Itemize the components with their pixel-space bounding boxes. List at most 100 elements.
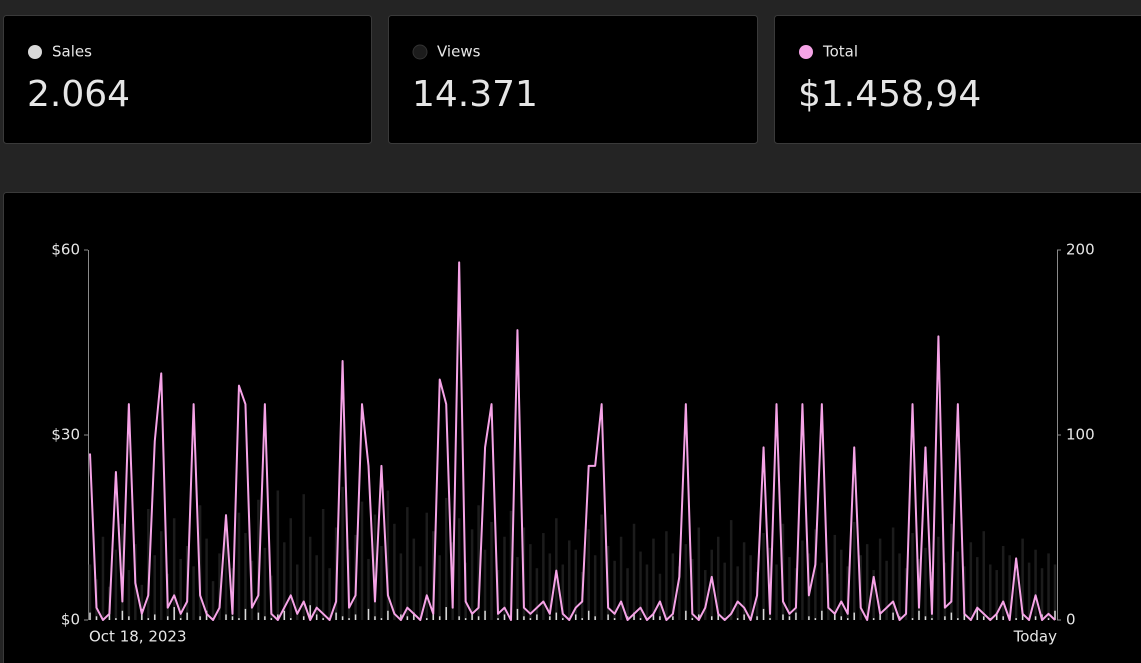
- bar: [937, 536, 940, 620]
- bar: [924, 616, 927, 620]
- bar: [658, 573, 662, 620]
- bar: [283, 610, 286, 620]
- bar: [315, 614, 318, 620]
- bar: [367, 558, 370, 620]
- bar: [957, 618, 959, 620]
- bar: [879, 614, 881, 620]
- bar: [710, 549, 713, 620]
- bar: [471, 612, 473, 620]
- y2-tick-label: 100: [1066, 426, 1095, 444]
- bar: [244, 608, 247, 620]
- bar: [529, 544, 532, 620]
- bar: [380, 618, 383, 620]
- bar: [322, 618, 324, 620]
- bar: [891, 527, 895, 620]
- bar: [1027, 562, 1031, 620]
- bar: [159, 531, 163, 620]
- bar: [257, 499, 260, 620]
- legend-label: Sales: [52, 43, 92, 61]
- bar: [1014, 573, 1018, 620]
- bar: [956, 551, 960, 620]
- bar: [380, 546, 383, 620]
- bar: [983, 616, 985, 620]
- bar: [179, 618, 182, 620]
- bar: [1002, 616, 1004, 620]
- bar: [613, 560, 616, 620]
- bar: [484, 610, 486, 620]
- bar: [788, 557, 791, 620]
- bar: [697, 527, 701, 620]
- bar: [749, 555, 752, 620]
- bar: [549, 616, 551, 620]
- bar: [529, 618, 532, 620]
- bar: [464, 618, 467, 620]
- stat-card: [3, 15, 372, 144]
- bar: [523, 616, 525, 620]
- bar: [211, 581, 215, 620]
- legend-dot: [799, 45, 813, 59]
- bar: [931, 618, 933, 620]
- bar: [872, 618, 875, 620]
- bar: [413, 612, 415, 620]
- bar: [885, 560, 888, 620]
- y-tick-label: $30: [51, 426, 80, 444]
- bar: [315, 555, 318, 620]
- bar: [477, 616, 480, 620]
- bar: [684, 544, 688, 620]
- bar: [373, 514, 377, 620]
- bar: [756, 616, 758, 620]
- bar: [808, 616, 810, 620]
- legend-dot: [28, 45, 42, 59]
- bar: [264, 616, 266, 620]
- bar: [302, 494, 305, 620]
- bar: [354, 614, 357, 620]
- bar: [814, 529, 817, 620]
- bar: [587, 529, 590, 620]
- bar: [788, 616, 791, 620]
- bar: [982, 531, 986, 620]
- bar: [198, 505, 202, 620]
- bar: [801, 540, 804, 620]
- bar: [412, 538, 416, 620]
- bar: [95, 616, 98, 620]
- bar: [665, 531, 668, 620]
- bar: [691, 618, 694, 620]
- bar: [147, 509, 150, 620]
- bar: [1021, 538, 1024, 620]
- bar: [438, 616, 441, 620]
- bar: [186, 612, 188, 620]
- bar: [224, 527, 228, 620]
- bar: [918, 610, 920, 620]
- stat-value: 14.371: [412, 74, 538, 115]
- bar: [607, 614, 609, 620]
- bar: [593, 555, 597, 620]
- bar: [626, 568, 629, 620]
- bar: [154, 614, 156, 620]
- bar: [309, 605, 311, 620]
- bar: [834, 614, 836, 620]
- bar: [898, 553, 901, 620]
- bar: [237, 512, 241, 620]
- bar: [652, 538, 655, 620]
- bar: [270, 618, 273, 620]
- bar: [944, 616, 946, 620]
- bar: [516, 557, 519, 620]
- bar: [199, 616, 201, 620]
- y2-tick-label: 200: [1066, 241, 1095, 259]
- line: [89, 261, 1056, 621]
- bar: [173, 607, 175, 620]
- bar: [121, 610, 124, 620]
- bar: [341, 486, 344, 620]
- bar: [166, 616, 169, 620]
- bar: [685, 610, 687, 620]
- bar: [335, 612, 337, 620]
- bar: [555, 612, 558, 620]
- bar: [400, 614, 402, 620]
- bar: [445, 607, 447, 620]
- bar: [140, 584, 144, 620]
- bar: [833, 534, 837, 620]
- bar: [374, 616, 376, 620]
- bar: [995, 570, 998, 620]
- bar: [516, 608, 519, 620]
- bar: [172, 518, 176, 620]
